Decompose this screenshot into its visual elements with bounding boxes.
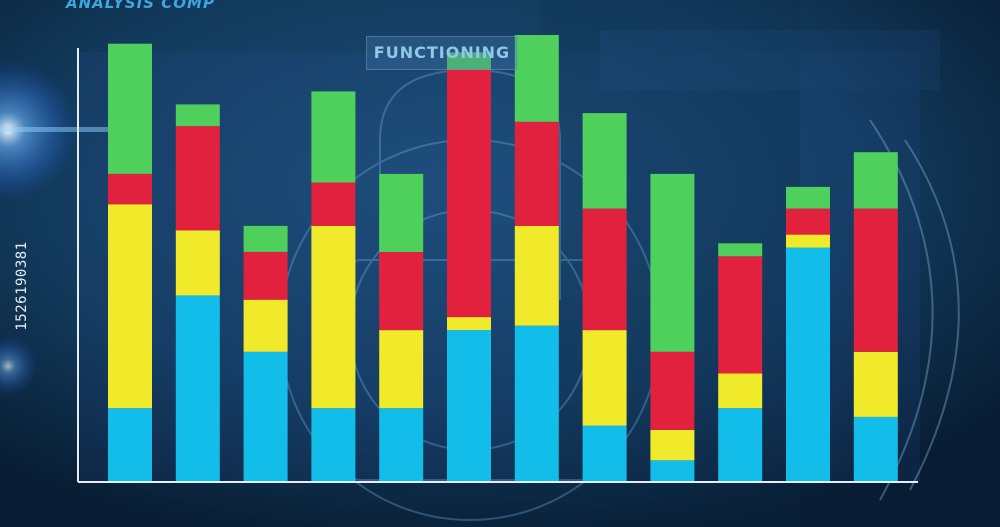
- bar-9-segment-2: [650, 429, 695, 461]
- bar-1-segment-4: [108, 43, 152, 174]
- lens-flare-small: [0, 336, 38, 396]
- bar-10-segment-2: [718, 373, 763, 409]
- bar-12-segment-3: [853, 208, 898, 352]
- bar-9-segment-4: [650, 173, 695, 352]
- lens-flare-streak: [0, 127, 150, 132]
- bar-5-segment-2: [379, 330, 424, 409]
- bar-5-segment-4: [379, 173, 424, 252]
- bar-3-segment-3: [243, 252, 288, 300]
- bar-12-segment-4: [853, 152, 898, 209]
- bar-2-segment-2: [175, 230, 220, 296]
- bar-5-segment-3: [379, 252, 424, 331]
- bar-3-segment-1: [243, 351, 288, 482]
- bar-6-segment-3: [447, 69, 491, 318]
- bar-12-segment-1: [853, 416, 898, 482]
- axes: [77, 48, 918, 483]
- bar-4-segment-2: [311, 225, 356, 409]
- bar-1-segment-1: [108, 408, 152, 482]
- bar-8-segment-2: [582, 330, 627, 426]
- bar-11-segment-2: [786, 234, 830, 248]
- bar-4-segment-3: [311, 182, 356, 226]
- status-label: FUNCTIONING: [366, 36, 518, 70]
- bar-2-segment-4: [175, 104, 220, 127]
- bar-2-segment-3: [175, 126, 220, 231]
- bar-5-segment-1: [379, 408, 424, 482]
- bars-group: [108, 35, 898, 482]
- bar-8-segment-3: [582, 208, 627, 331]
- bar-7-segment-1: [514, 325, 559, 482]
- bar-10-segment-3: [718, 256, 763, 374]
- bar-11-segment-1: [786, 247, 830, 482]
- bar-2-segment-1: [175, 295, 220, 482]
- bar-10-segment-1: [718, 408, 763, 482]
- bar-6-segment-1: [447, 330, 491, 482]
- bar-6-segment-2: [447, 317, 491, 331]
- bar-7-segment-4: [514, 35, 559, 122]
- bar-1-segment-3: [108, 173, 152, 205]
- bar-11-segment-3: [786, 208, 830, 235]
- bar-9-segment-1: [650, 460, 695, 482]
- hud-arc: [869, 119, 960, 501]
- header-text: ANALYSIS COMP: [66, 0, 215, 12]
- bar-4-segment-1: [311, 408, 356, 482]
- bar-12-segment-2: [853, 351, 898, 417]
- bar-8-segment-4: [582, 113, 627, 209]
- bar-10-segment-4: [718, 243, 763, 257]
- bar-3-segment-4: [243, 225, 288, 252]
- bar-8-segment-1: [582, 425, 627, 482]
- bar-7-segment-3: [514, 121, 559, 226]
- bar-11-segment-4: [786, 186, 830, 209]
- bar-3-segment-2: [243, 299, 288, 352]
- bar-6-segment-4: [447, 52, 491, 70]
- bar-9-segment-3: [650, 351, 695, 430]
- bar-7-segment-2: [514, 225, 559, 326]
- stock-id-text: 1526190381: [14, 241, 30, 331]
- bar-4-segment-4: [311, 91, 356, 183]
- bar-1-segment-2: [108, 204, 152, 409]
